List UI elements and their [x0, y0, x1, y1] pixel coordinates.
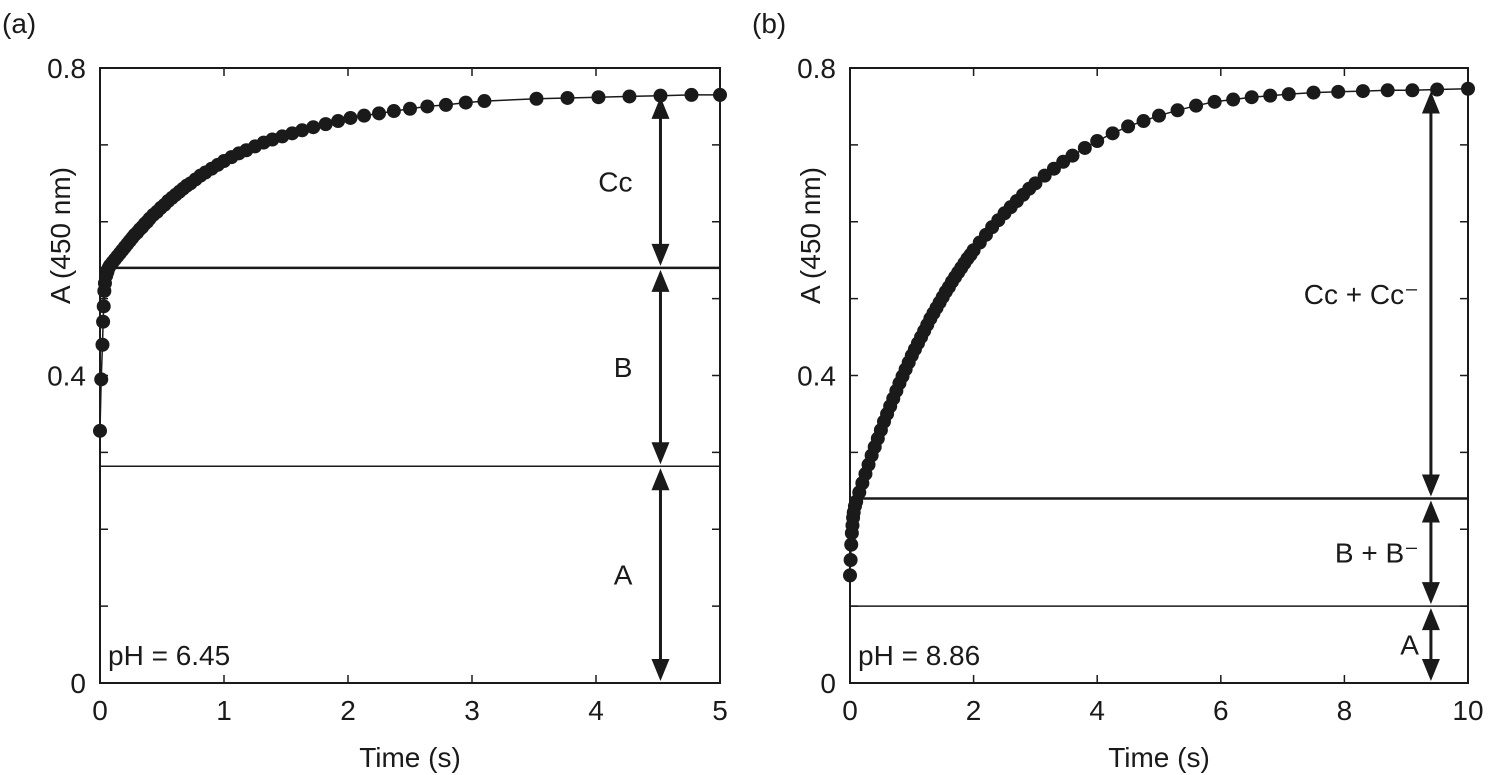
x-tick-label: 2: [340, 695, 356, 726]
data-point: [560, 90, 575, 105]
y-tick-label: 0.4: [47, 361, 86, 392]
data-point: [1461, 81, 1475, 96]
arrow-head-up: [1421, 500, 1440, 523]
data-point: [1170, 103, 1185, 118]
data-point: [295, 123, 310, 138]
data-point: [318, 117, 333, 132]
arrow-head-up: [1421, 91, 1440, 114]
arrow-head-down: [1421, 582, 1440, 605]
data-point: [1207, 94, 1222, 109]
arrow-head-up: [1421, 608, 1440, 631]
data-point: [458, 95, 473, 110]
arrow-head-up: [651, 269, 670, 292]
data-point: [1090, 134, 1105, 149]
x-tick-label: 2: [966, 695, 982, 726]
arrow-head-down: [1421, 659, 1440, 681]
x-tick-label: 1: [216, 695, 232, 726]
x-tick-label: 0: [92, 695, 108, 726]
y-axis-label: A (450 nm): [45, 167, 76, 304]
x-tick-label: 4: [588, 695, 604, 726]
arrow-head-down: [651, 442, 670, 465]
data-point: [622, 89, 637, 104]
region-label: Cc: [598, 166, 632, 197]
data-point: [1306, 85, 1321, 100]
y-axis-label: A (450 nm): [795, 167, 826, 304]
data-point: [653, 88, 668, 103]
x-axis-label: Time (s): [359, 742, 461, 773]
x-tick-label: 3: [464, 695, 480, 726]
data-point: [1121, 119, 1136, 134]
arrow-head-up: [651, 468, 670, 491]
data-point: [1405, 83, 1420, 98]
data-point: [438, 97, 453, 112]
data-point: [386, 104, 401, 119]
data-point: [1065, 148, 1080, 163]
data-point: [844, 537, 859, 552]
panel-b: (b) 0 0.4 0.8 0 2 4 6 8 10 Time (s) A (450 nm) Cc + …: [752, 8, 1484, 773]
data-point: [1281, 87, 1296, 102]
region-label: A: [1400, 630, 1419, 661]
panel-a: (a) 0 0.4 0.8 0 1 2 3 4 5 Time (s) A (450 nm) Cc B ApH…: [2, 8, 728, 773]
y-tick-label: 0.4: [797, 361, 836, 392]
data-point: [331, 114, 346, 129]
data-point: [372, 106, 386, 121]
region-label: A: [614, 560, 633, 591]
data-point: [1263, 88, 1278, 103]
data-point: [93, 423, 107, 438]
ph-annotation: pH = 6.45: [108, 640, 230, 671]
data-point: [343, 110, 358, 125]
ph-annotation: pH = 8.86: [858, 640, 980, 671]
data-point: [1380, 83, 1395, 98]
arrow-head-down: [1421, 474, 1440, 497]
data-point: [477, 94, 492, 109]
panel-label: (a): [2, 8, 36, 39]
y-tick-label: 0.8: [47, 53, 86, 84]
arrow-head-down: [651, 659, 670, 681]
x-tick-label: 4: [1089, 695, 1105, 726]
data-point: [357, 108, 372, 123]
data-point: [529, 91, 544, 106]
data-point: [713, 87, 727, 102]
y-tick-label: 0.8: [797, 53, 836, 84]
data-point: [591, 90, 606, 105]
x-tick-label: 8: [1337, 695, 1353, 726]
data-point: [94, 372, 109, 387]
region-label: Cc + Cc⁻: [1304, 279, 1419, 310]
data-point: [95, 337, 110, 352]
data-point: [1136, 114, 1151, 129]
data-point: [1244, 90, 1259, 105]
data-point: [1355, 84, 1370, 99]
arrow-head-up: [651, 96, 670, 119]
x-tick-label: 6: [1213, 695, 1229, 726]
data-point: [1105, 126, 1120, 141]
data-point: [1189, 98, 1204, 113]
region-label: B: [614, 352, 633, 383]
data-point: [306, 120, 321, 135]
y-tick-label: 0: [820, 668, 836, 699]
x-tick-label: 0: [842, 695, 858, 726]
x-tick-label: 5: [712, 695, 728, 726]
series-line: [849, 88, 1469, 576]
data-point: [1077, 140, 1092, 155]
region-label: B + B⁻: [1335, 537, 1419, 568]
data-point: [1430, 82, 1445, 97]
x-tick-label: 10: [1452, 695, 1483, 726]
plot-frame: [849, 67, 1469, 684]
data-point: [96, 314, 111, 329]
data-point: [403, 101, 417, 116]
data-point: [843, 553, 858, 567]
data-point: [1152, 108, 1166, 123]
data-point: [843, 568, 857, 583]
data-point: [1028, 176, 1043, 191]
y-tick-label: 0: [70, 668, 86, 699]
data-point: [420, 99, 435, 114]
x-axis-label: Time (s): [1108, 742, 1210, 773]
data-point: [684, 87, 699, 102]
data-point: [1226, 92, 1241, 107]
panel-label: (b): [752, 8, 786, 39]
arrow-head-down: [651, 243, 670, 266]
data-point: [96, 299, 111, 314]
data-point: [1331, 84, 1346, 99]
